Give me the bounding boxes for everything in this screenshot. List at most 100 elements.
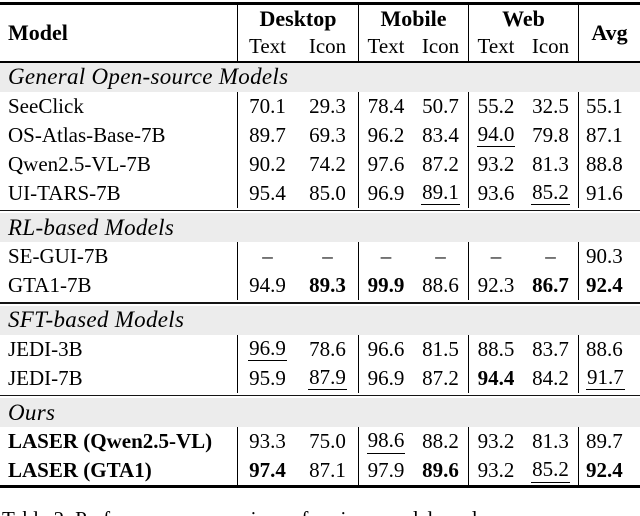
cell-mobile-text: 96.2 (358, 120, 413, 150)
subheader-web-text: Text (468, 32, 523, 61)
cell-web-text: 93.2 (468, 456, 523, 485)
subheader-mobile-icon: Icon (421, 34, 460, 58)
header-rule (0, 60, 640, 63)
section-rows-rl: SE-GUI-7B – – – – – –90.3 GTA1-7B 94.9 89.3 99.9 88… (0, 242, 640, 300)
column-group-desktop: Desktop (237, 4, 358, 33)
section-general: General Open-source Models SeeClick 70.1 2… (0, 62, 640, 208)
model-name: LASER (GTA1) (8, 458, 152, 482)
model-name: JEDI-3B (8, 336, 83, 361)
cell-mobile-icon: 88.2 (422, 429, 459, 453)
table-row: JEDI-3B 96.9 78.6 96.6 81.5 88.5 83.7 88.6 (0, 334, 640, 364)
underlined-value: 85.2 (531, 179, 570, 206)
cell-desktop-text: – (237, 242, 297, 271)
cell-web-icon: 79.8 (532, 122, 569, 147)
cell-mobile-icon: 87.2 (422, 151, 459, 176)
section-rule (0, 302, 640, 304)
cell-avg: 89.7 (578, 427, 640, 456)
cell-web-text: 55.2 (468, 91, 523, 121)
cell-web-icon: 83.7 (532, 336, 569, 361)
table-row: UI-TARS-7B 95.4 85.0 96.9 89.1 93.6 85.2 91.6 (0, 178, 640, 208)
table-row: LASER (GTA1) 97.4 87.1 97.9 89.6 93.2 85.2 92.4 (0, 456, 640, 485)
subheader-mobile-text: Text (358, 32, 413, 61)
cell-avg: 91.6 (578, 178, 640, 208)
caption-clip-region: Table 2: Performance comparison of vario… (0, 497, 640, 516)
cell-mobile-text: – (358, 242, 413, 271)
section-rows-sft: JEDI-3B 96.9 78.6 96.6 81.5 88.5 83.7 88.6 JEDI-… (0, 334, 640, 393)
cell-avg: 88.6 (578, 334, 640, 364)
subheader-desktop-icon: Icon (308, 34, 347, 58)
cell-web-text: 92.3 (468, 271, 523, 300)
column-header-model: Model (8, 19, 68, 45)
cell-desktop-text: 95.9 (237, 363, 297, 393)
table-row: LASER (Qwen2.5-VL) 93.3 75.0 98.6 88.2 93.2 81… (0, 427, 640, 456)
table-top-rule (0, 2, 640, 5)
table-row: Qwen2.5-VL-7B 90.2 74.2 97.6 87.2 93.2 81.3 88.… (0, 149, 640, 179)
section-ours: Ours LASER (Qwen2.5-VL) 93.3 75.0 98.6 88.2 9… (0, 398, 640, 485)
model-name: OS-Atlas-Base-7B (8, 122, 166, 147)
cell-desktop-icon: – (322, 244, 333, 268)
cell-desktop-icon: 85.0 (309, 180, 346, 205)
table-row: SE-GUI-7B – – – – – –90.3 (0, 242, 640, 271)
cell-desktop-text: 70.1 (237, 91, 297, 121)
cell-mobile-icon: 89.6 (422, 458, 459, 482)
cell-web-icon: 32.5 (532, 93, 569, 118)
subheader-desktop-text: Text (237, 32, 297, 61)
cell-web-text: 93.2 (468, 427, 523, 456)
table-header: Model Desktop Mobile Web Avg Text Icon T… (0, 4, 640, 61)
cell-desktop-text: 95.4 (237, 178, 297, 208)
cell-desktop-text: 97.4 (237, 456, 297, 485)
cell-desktop-icon: 78.6 (309, 336, 346, 361)
section-rl: RL-based Models SE-GUI-7B – – – – – –90.3 GTA1-… (0, 213, 640, 300)
cell-web-text: 88.5 (468, 334, 523, 364)
model-name: Qwen2.5-VL-7B (8, 151, 151, 176)
cell-avg: 55.1 (578, 91, 640, 121)
cell-desktop-text: 93.3 (237, 427, 297, 456)
cell-avg: 90.3 (578, 242, 640, 271)
cell-web-text: 94.0 (468, 120, 523, 150)
cell-avg: 92.4 (578, 271, 640, 300)
table-row: GTA1-7B 94.9 89.3 99.9 88.6 92.3 86.7 92.4 (0, 271, 640, 300)
section-rule (0, 209, 640, 211)
cell-desktop-text: 94.9 (237, 271, 297, 300)
cell-web-icon: 86.7 (532, 273, 569, 297)
section-rows-general: SeeClick 70.1 29.3 78.4 50.7 55.2 32.5 55.1 OS-A… (0, 91, 640, 208)
cell-web-icon: 85.2 (523, 179, 578, 208)
cell-web-text: 93.2 (468, 149, 523, 179)
column-group-mobile: Mobile (358, 4, 468, 33)
cell-mobile-icon: 50.7 (422, 93, 459, 118)
cell-mobile-icon: 88.6 (422, 273, 459, 297)
cell-mobile-icon: 83.4 (422, 122, 459, 147)
subheader-web-icon: Icon (531, 34, 570, 58)
section-rows-ours: LASER (Qwen2.5-VL) 93.3 75.0 98.6 88.2 93.2 81… (0, 427, 640, 485)
table-row: JEDI-7B 95.9 87.9 96.9 87.2 94.4 84.2 91.7 (0, 363, 640, 393)
cell-desktop-text: 96.9 (237, 334, 297, 364)
cell-web-icon: – (545, 244, 556, 268)
cell-web-icon: 84.2 (532, 365, 569, 390)
table-bottom-rule (0, 485, 640, 488)
model-name: JEDI-7B (8, 365, 83, 390)
model-name: LASER (Qwen2.5-VL) (8, 429, 213, 453)
table-caption: Table 2: Performance comparison of vario… (0, 497, 640, 516)
underlined-value: 87.9 (308, 364, 347, 391)
cell-desktop-icon: 75.0 (309, 429, 346, 453)
cell-avg: 92.4 (578, 456, 640, 485)
model-name: GTA1-7B (8, 273, 92, 297)
cell-mobile-text: 78.4 (358, 91, 413, 121)
cell-mobile-icon: 87.2 (422, 365, 459, 390)
section-sft: SFT-based Models JEDI-3B 96.9 78.6 96.6 81.5… (0, 305, 640, 393)
underlined-value: 91.7 (586, 364, 625, 391)
cell-avg: 91.7 (578, 363, 640, 393)
cell-web-text: – (468, 242, 523, 271)
column-header-avg: Avg (578, 4, 640, 61)
cell-mobile-icon: 81.5 (422, 336, 459, 361)
table-row: SeeClick 70.1 29.3 78.4 50.7 55.2 32.5 55.1 (0, 91, 640, 121)
table-row: OS-Atlas-Base-7B 89.7 69.3 96.2 83.4 94.0 79.8… (0, 120, 640, 150)
cell-desktop-icon: 74.2 (309, 151, 346, 176)
cell-mobile-icon: – (435, 244, 446, 268)
cell-avg: 88.8 (578, 149, 640, 179)
cell-mobile-text: 96.9 (358, 363, 413, 393)
section-title-ours: Ours (0, 398, 640, 427)
cell-desktop-icon: 69.3 (309, 122, 346, 147)
cell-desktop-text: 89.7 (237, 120, 297, 150)
cell-web-icon: 85.2 (523, 456, 578, 485)
